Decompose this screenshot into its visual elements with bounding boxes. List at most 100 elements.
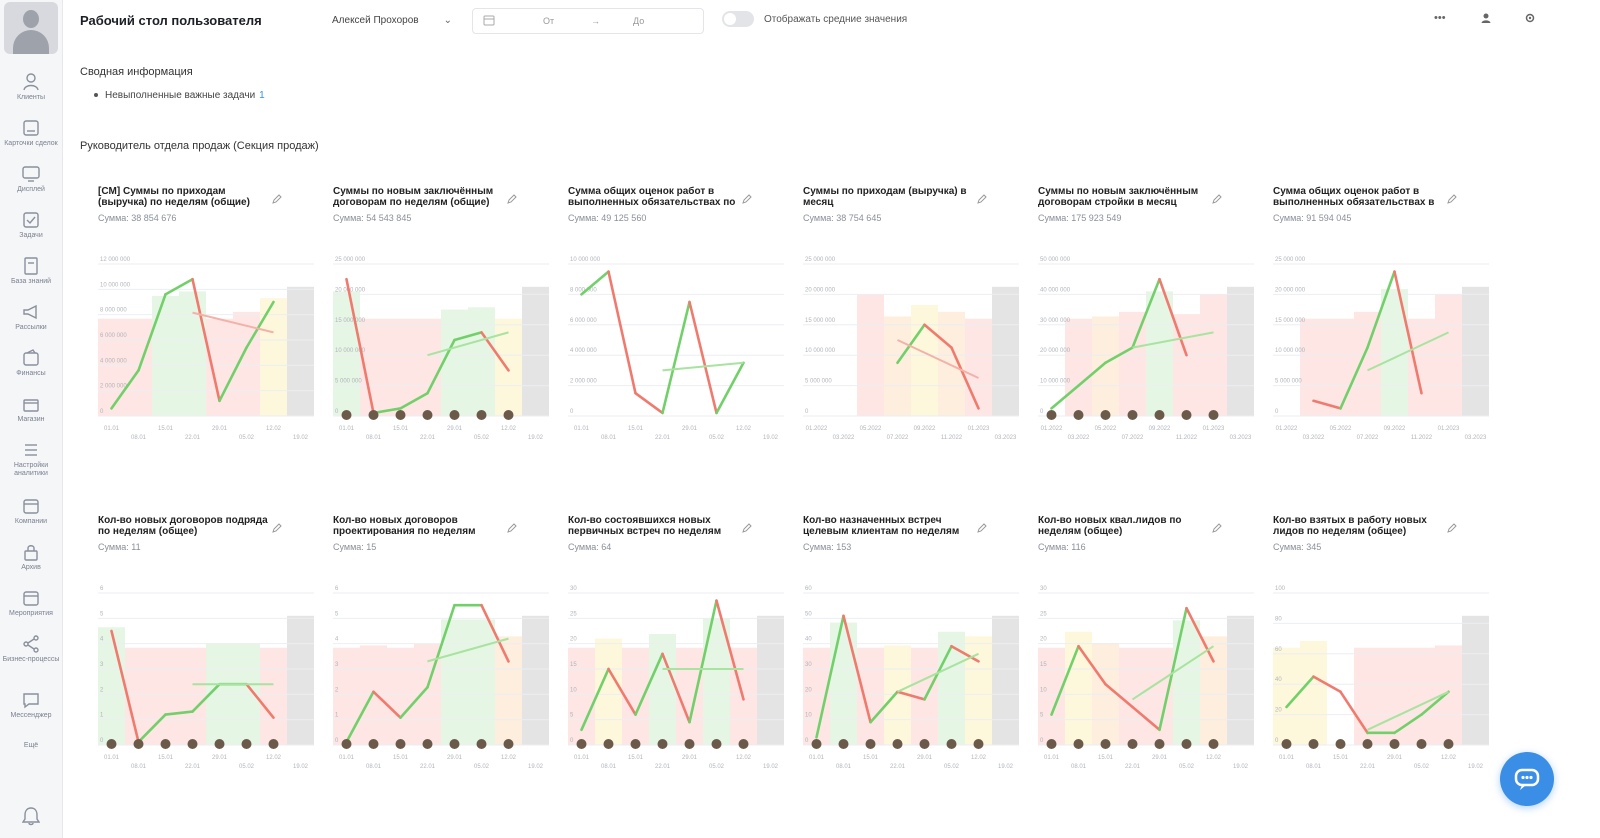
week-marker[interactable] xyxy=(973,739,984,749)
week-marker[interactable] xyxy=(630,739,641,749)
week-marker[interactable] xyxy=(187,739,198,749)
week-marker[interactable] xyxy=(422,739,433,749)
chart-title: Кол-во назначенных встреч целевым клиент… xyxy=(803,515,960,537)
sidebar-item-12[interactable]: Бизнес-процессы xyxy=(0,634,62,664)
pencil-icon[interactable] xyxy=(272,523,282,533)
week-marker[interactable] xyxy=(811,739,822,749)
week-marker[interactable] xyxy=(214,739,225,749)
date-from[interactable]: От xyxy=(543,16,555,26)
pencil-icon[interactable] xyxy=(1212,523,1222,533)
user-select[interactable]: Алексей Прохоров ⌄ xyxy=(332,11,460,31)
week-marker[interactable] xyxy=(160,739,171,749)
date-to[interactable]: До xyxy=(633,16,645,26)
more-button[interactable]: ••• xyxy=(1434,12,1446,24)
week-marker[interactable] xyxy=(684,739,695,749)
week-marker[interactable] xyxy=(1073,739,1084,749)
week-marker[interactable] xyxy=(657,739,668,749)
week-marker[interactable] xyxy=(1046,410,1057,420)
sidebar-item-0[interactable]: Клиенты xyxy=(0,72,62,102)
pencil-icon[interactable] xyxy=(742,194,752,204)
week-marker[interactable] xyxy=(503,739,514,749)
sidebar-item-13[interactable]: Мессенджер xyxy=(0,690,62,720)
week-marker[interactable] xyxy=(1362,739,1373,749)
week-marker[interactable] xyxy=(422,410,433,420)
week-marker[interactable] xyxy=(341,739,352,749)
week-marker[interactable] xyxy=(576,739,587,749)
average-toggle[interactable] xyxy=(722,11,754,27)
sidebar-item-9[interactable]: Компании xyxy=(0,496,62,526)
bell-button[interactable] xyxy=(0,806,62,826)
week-marker[interactable] xyxy=(1389,739,1400,749)
week-marker[interactable] xyxy=(268,739,279,749)
week-marker[interactable] xyxy=(368,739,379,749)
avatar[interactable] xyxy=(4,2,58,54)
summary-item-count[interactable]: 1 xyxy=(259,90,265,101)
sidebar-item-6[interactable]: Финансы xyxy=(0,348,62,378)
week-marker[interactable] xyxy=(919,739,930,749)
week-marker[interactable] xyxy=(449,739,460,749)
date-range-picker[interactable]: От → До xyxy=(472,8,704,34)
week-marker[interactable] xyxy=(1181,739,1192,749)
week-marker[interactable] xyxy=(1100,739,1111,749)
settings-button[interactable] xyxy=(1524,12,1536,27)
week-marker[interactable] xyxy=(738,739,749,749)
week-marker[interactable] xyxy=(838,739,849,749)
pencil-icon[interactable] xyxy=(742,523,752,533)
sidebar-item-4[interactable]: База знаний xyxy=(0,256,62,286)
sidebar-item-11[interactable]: Мероприятия xyxy=(0,588,62,618)
pencil-icon[interactable] xyxy=(977,523,987,533)
week-marker[interactable] xyxy=(1208,410,1219,420)
sidebar-item-1[interactable]: Карточки сделок xyxy=(0,118,62,148)
sidebar-item-2[interactable]: Дисплей xyxy=(0,164,62,194)
chat-button[interactable] xyxy=(1500,752,1554,806)
week-marker[interactable] xyxy=(711,739,722,749)
pencil-icon[interactable] xyxy=(1447,194,1457,204)
week-marker[interactable] xyxy=(133,739,144,749)
week-marker[interactable] xyxy=(865,739,876,749)
sidebar-item-10[interactable]: Архив xyxy=(0,542,62,572)
week-marker[interactable] xyxy=(368,410,379,420)
week-marker[interactable] xyxy=(603,739,614,749)
sidebar-item-5[interactable]: Рассылки xyxy=(0,302,62,332)
sidebar-item-7[interactable]: Магазин xyxy=(0,394,62,424)
week-marker[interactable] xyxy=(1335,739,1346,749)
week-marker[interactable] xyxy=(503,410,514,420)
week-marker[interactable] xyxy=(892,739,903,749)
week-marker[interactable] xyxy=(476,739,487,749)
week-marker[interactable] xyxy=(476,410,487,420)
week-marker[interactable] xyxy=(1127,410,1138,420)
week-marker[interactable] xyxy=(1073,410,1084,420)
week-marker[interactable] xyxy=(395,739,406,749)
week-marker[interactable] xyxy=(1416,739,1427,749)
pencil-icon[interactable] xyxy=(507,194,517,204)
week-marker[interactable] xyxy=(1443,739,1454,749)
chart-svg: 0 10 20 30 40 50 60 01.01 08.01 15.01 22.01 29.01 05… xyxy=(803,586,1019,770)
week-marker[interactable] xyxy=(1100,410,1111,420)
week-marker[interactable] xyxy=(1181,410,1192,420)
week-marker[interactable] xyxy=(1308,739,1319,749)
week-marker[interactable] xyxy=(395,410,406,420)
user-button[interactable] xyxy=(1480,12,1492,27)
week-marker[interactable] xyxy=(449,410,460,420)
week-marker[interactable] xyxy=(1281,739,1292,749)
pencil-icon[interactable] xyxy=(1212,194,1222,204)
week-marker[interactable] xyxy=(241,739,252,749)
pencil-icon[interactable] xyxy=(977,194,987,204)
y-tick-label: 12 000 000 xyxy=(100,257,131,263)
week-marker[interactable] xyxy=(1208,739,1219,749)
pencil-icon[interactable] xyxy=(272,194,282,204)
week-marker[interactable] xyxy=(106,739,117,749)
week-marker[interactable] xyxy=(1127,739,1138,749)
avatar-head xyxy=(23,10,39,28)
sidebar-item-8[interactable]: Настройки аналитики xyxy=(0,440,62,478)
sidebar-item-3[interactable]: Задачи xyxy=(0,210,62,240)
week-marker[interactable] xyxy=(946,739,957,749)
week-marker[interactable] xyxy=(341,410,352,420)
pencil-icon[interactable] xyxy=(1447,523,1457,533)
week-marker[interactable] xyxy=(1154,410,1165,420)
week-marker[interactable] xyxy=(1154,739,1165,749)
pencil-icon[interactable] xyxy=(507,523,517,533)
week-marker[interactable] xyxy=(1046,739,1057,749)
summary-item[interactable]: Невыполненные важные задачи 1 xyxy=(94,90,265,101)
sidebar-item-14[interactable]: Ещё xyxy=(0,740,62,750)
